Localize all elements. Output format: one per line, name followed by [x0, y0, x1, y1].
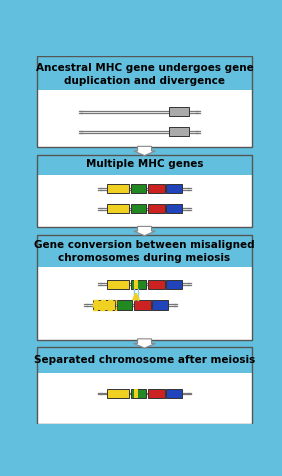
- Bar: [37, 236, 252, 268]
- Bar: [147, 185, 165, 194]
- Text: Multiple MHC genes: Multiple MHC genes: [86, 159, 203, 169]
- Bar: [135, 389, 138, 398]
- Bar: [166, 389, 182, 398]
- Bar: [37, 57, 252, 91]
- Bar: [117, 301, 132, 310]
- Bar: [131, 185, 146, 194]
- Polygon shape: [134, 339, 155, 348]
- Bar: [107, 185, 129, 194]
- Text: Ancestral MHC gene undergoes gene
duplication and divergence: Ancestral MHC gene undergoes gene duplic…: [36, 63, 254, 85]
- Bar: [147, 205, 165, 214]
- Bar: [169, 108, 189, 117]
- Bar: [169, 128, 189, 137]
- Polygon shape: [134, 227, 155, 236]
- Bar: [134, 301, 151, 310]
- Bar: [107, 280, 129, 289]
- Bar: [152, 301, 168, 310]
- Bar: [107, 205, 129, 214]
- Bar: [37, 156, 252, 176]
- Bar: [37, 156, 252, 228]
- Bar: [37, 236, 252, 340]
- Bar: [131, 389, 146, 398]
- Bar: [166, 185, 182, 194]
- Bar: [131, 280, 146, 289]
- Bar: [37, 347, 252, 424]
- Bar: [93, 301, 115, 310]
- Bar: [37, 176, 252, 228]
- Bar: [92, 300, 116, 311]
- Bar: [37, 268, 252, 340]
- Bar: [37, 91, 252, 148]
- Bar: [37, 347, 252, 374]
- Bar: [147, 389, 165, 398]
- Polygon shape: [134, 147, 155, 156]
- Bar: [37, 374, 252, 424]
- Bar: [135, 280, 138, 289]
- Bar: [107, 389, 129, 398]
- Bar: [166, 205, 182, 214]
- Bar: [131, 205, 146, 214]
- Text: Gene conversion between misaligned
chromosomes during meiosis: Gene conversion between misaligned chrom…: [34, 239, 255, 262]
- Bar: [37, 57, 252, 148]
- Text: Separated chromosome after meiosis: Separated chromosome after meiosis: [34, 354, 255, 364]
- Bar: [166, 280, 182, 289]
- Bar: [147, 280, 165, 289]
